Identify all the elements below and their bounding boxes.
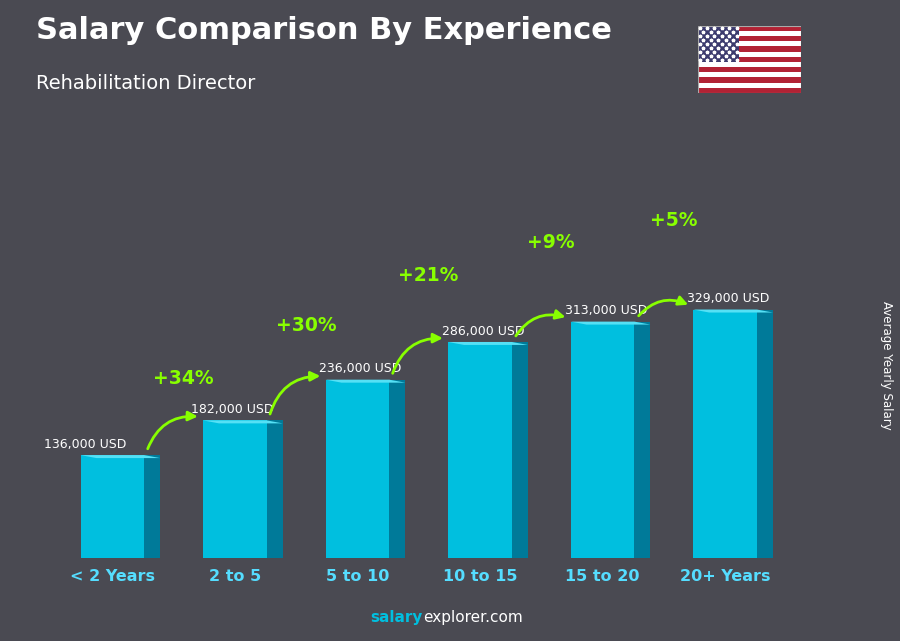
- Text: 286,000 USD: 286,000 USD: [442, 324, 525, 338]
- Text: salary: salary: [371, 610, 423, 625]
- Bar: [698, 41, 801, 46]
- Polygon shape: [448, 342, 527, 345]
- Bar: [698, 83, 801, 88]
- Polygon shape: [203, 420, 266, 558]
- Polygon shape: [266, 420, 283, 558]
- Text: 136,000 USD: 136,000 USD: [44, 438, 126, 451]
- Polygon shape: [390, 379, 405, 558]
- Polygon shape: [448, 342, 512, 558]
- Bar: [698, 78, 801, 83]
- Text: Rehabilitation Director: Rehabilitation Director: [36, 74, 256, 93]
- Polygon shape: [80, 455, 160, 458]
- Polygon shape: [693, 310, 773, 313]
- Polygon shape: [80, 455, 144, 558]
- Bar: [698, 56, 801, 62]
- Text: Average Yearly Salary: Average Yearly Salary: [880, 301, 893, 429]
- Polygon shape: [571, 322, 634, 558]
- Polygon shape: [203, 420, 283, 424]
- Text: +9%: +9%: [527, 233, 575, 252]
- Text: +34%: +34%: [153, 369, 214, 388]
- Polygon shape: [693, 310, 757, 558]
- Bar: [698, 72, 801, 78]
- Polygon shape: [144, 455, 160, 558]
- Text: explorer.com: explorer.com: [423, 610, 523, 625]
- Bar: [698, 88, 801, 93]
- Text: 236,000 USD: 236,000 USD: [320, 362, 402, 375]
- Polygon shape: [571, 322, 651, 324]
- Polygon shape: [634, 322, 651, 558]
- Text: +5%: +5%: [650, 211, 698, 230]
- Bar: [698, 46, 801, 51]
- Text: +21%: +21%: [399, 266, 459, 285]
- Bar: [698, 26, 739, 62]
- Text: 329,000 USD: 329,000 USD: [687, 292, 770, 305]
- Text: 313,000 USD: 313,000 USD: [564, 304, 647, 317]
- Bar: [698, 26, 801, 31]
- Bar: [698, 67, 801, 72]
- Polygon shape: [326, 379, 390, 558]
- Bar: [698, 36, 801, 41]
- Polygon shape: [512, 342, 527, 558]
- Polygon shape: [326, 379, 405, 383]
- Polygon shape: [757, 310, 773, 558]
- Bar: [698, 51, 801, 56]
- Text: +30%: +30%: [275, 316, 337, 335]
- Text: Salary Comparison By Experience: Salary Comparison By Experience: [36, 16, 612, 45]
- Bar: [698, 62, 801, 67]
- Bar: [698, 31, 801, 36]
- Text: 182,000 USD: 182,000 USD: [191, 403, 274, 416]
